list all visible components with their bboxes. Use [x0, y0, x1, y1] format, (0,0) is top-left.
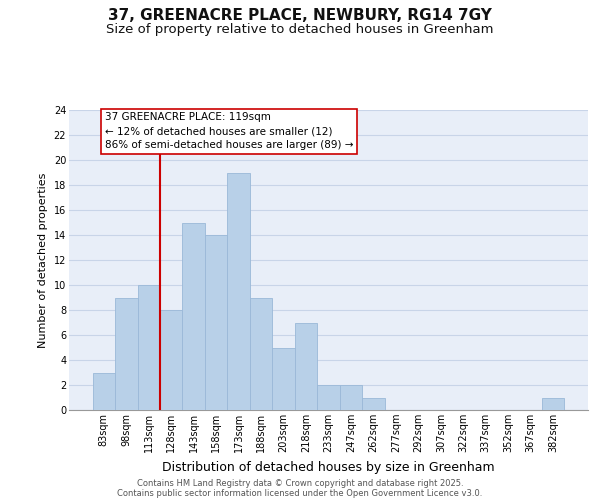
Bar — [340, 385, 362, 410]
Bar — [205, 235, 227, 410]
Bar — [182, 222, 205, 410]
Text: 37, GREENACRE PLACE, NEWBURY, RG14 7GY: 37, GREENACRE PLACE, NEWBURY, RG14 7GY — [108, 8, 492, 22]
Bar — [115, 298, 137, 410]
Bar — [317, 385, 340, 410]
Text: Size of property relative to detached houses in Greenham: Size of property relative to detached ho… — [106, 22, 494, 36]
Bar — [542, 398, 565, 410]
Bar — [227, 172, 250, 410]
Bar — [250, 298, 272, 410]
Text: Contains HM Land Registry data © Crown copyright and database right 2025.: Contains HM Land Registry data © Crown c… — [137, 478, 463, 488]
Bar — [137, 285, 160, 410]
Bar — [92, 372, 115, 410]
Bar — [362, 398, 385, 410]
Bar — [160, 310, 182, 410]
Y-axis label: Number of detached properties: Number of detached properties — [38, 172, 48, 348]
Text: Contains public sector information licensed under the Open Government Licence v3: Contains public sector information licen… — [118, 488, 482, 498]
Text: 37 GREENACRE PLACE: 119sqm
← 12% of detached houses are smaller (12)
86% of semi: 37 GREENACRE PLACE: 119sqm ← 12% of deta… — [105, 112, 353, 150]
Bar — [295, 322, 317, 410]
Bar — [272, 348, 295, 410]
X-axis label: Distribution of detached houses by size in Greenham: Distribution of detached houses by size … — [162, 460, 495, 473]
